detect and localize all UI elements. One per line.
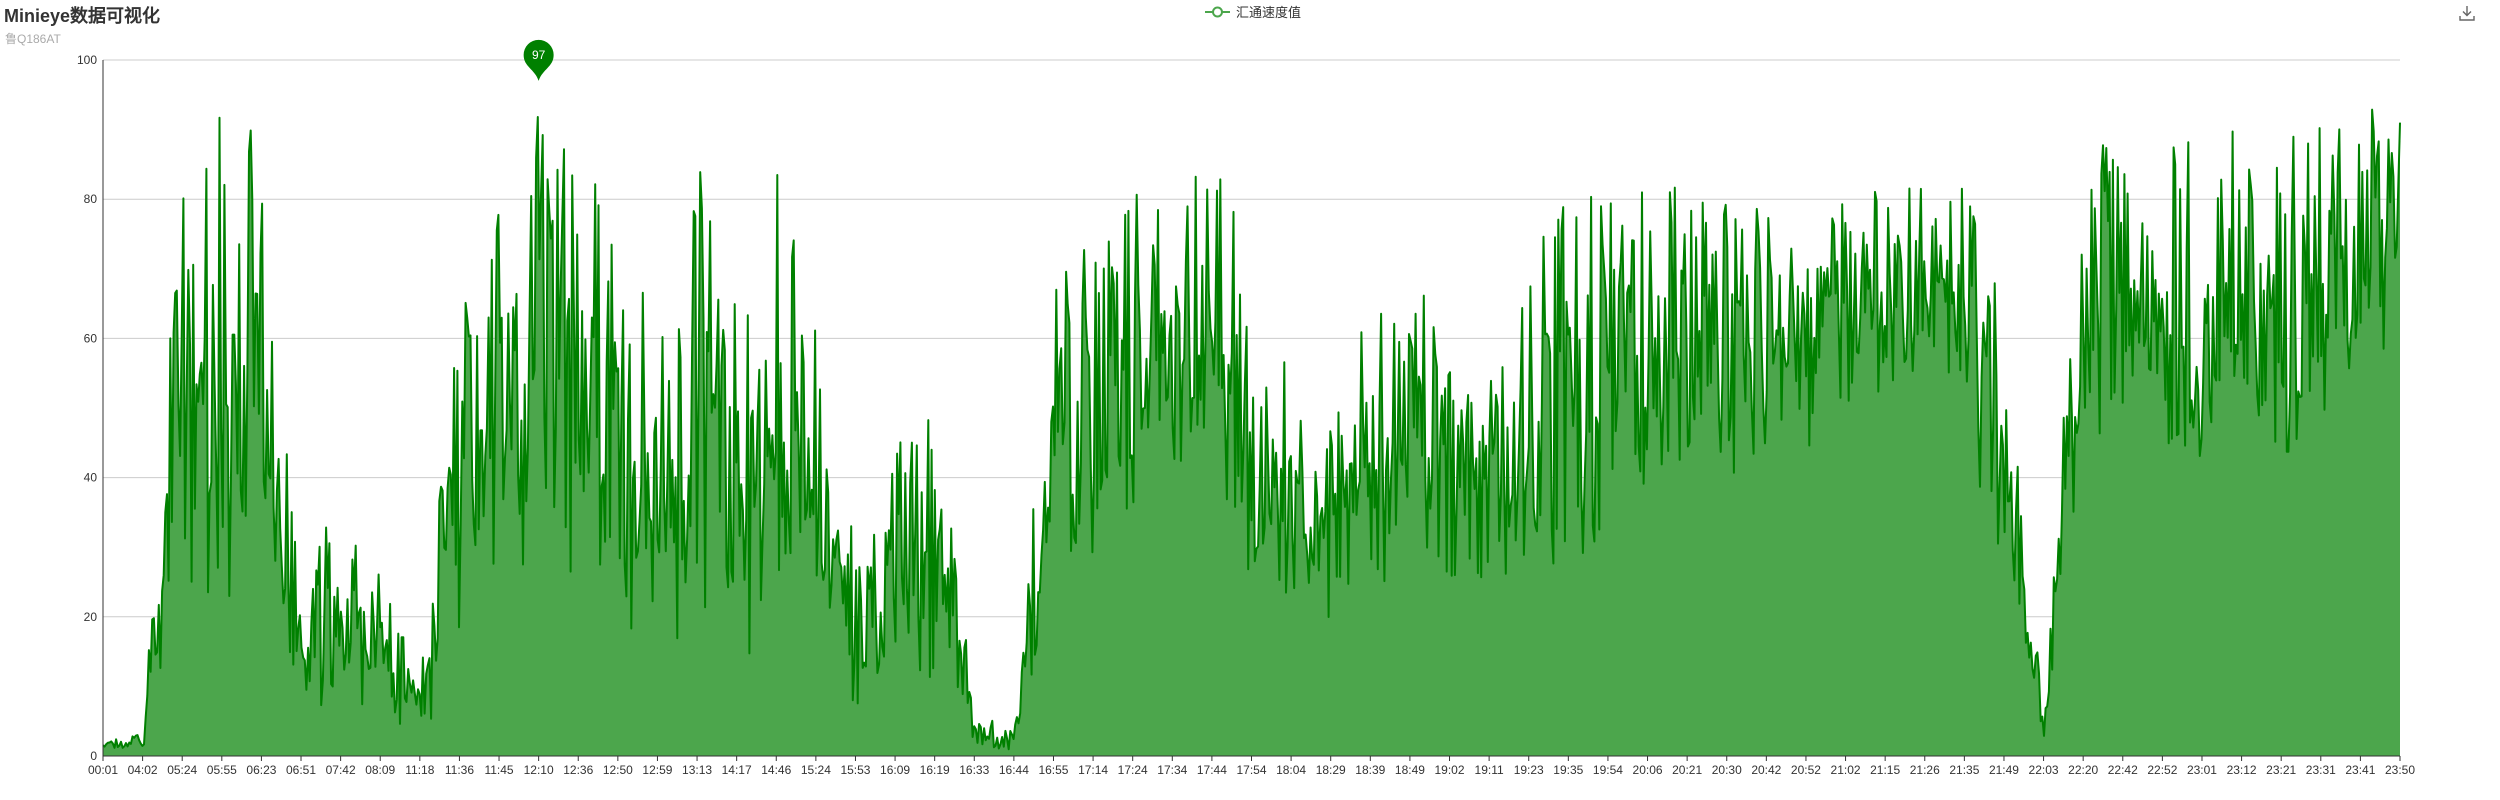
legend-item[interactable]: 汇通速度值 xyxy=(1205,2,1301,21)
x-tick-label: 17:54 xyxy=(1236,763,1266,777)
x-tick-label: 22:52 xyxy=(2147,763,2177,777)
x-tick-label: 19:23 xyxy=(1514,763,1544,777)
x-tick-label: 16:55 xyxy=(1038,763,1068,777)
x-tick-label: 18:29 xyxy=(1316,763,1346,777)
x-tick-label: 22:42 xyxy=(2108,763,2138,777)
x-tick-label: 15:24 xyxy=(801,763,831,777)
x-tick-label: 23:31 xyxy=(2306,763,2336,777)
y-tick-label: 80 xyxy=(84,192,98,206)
y-tick-label: 60 xyxy=(84,331,98,345)
chart-subtitle: 鲁Q186AT xyxy=(5,32,61,46)
x-tick-label: 06:23 xyxy=(246,763,276,777)
x-tick-label: 16:09 xyxy=(880,763,910,777)
x-tick-label: 17:24 xyxy=(1118,763,1148,777)
x-tick-label: 06:51 xyxy=(286,763,316,777)
y-tick-label: 40 xyxy=(84,471,98,485)
x-tick-label: 16:44 xyxy=(999,763,1029,777)
x-tick-label: 21:26 xyxy=(1910,763,1940,777)
series-line xyxy=(102,108,2401,751)
x-tick-label: 19:35 xyxy=(1553,763,1583,777)
x-tick-label: 15:53 xyxy=(840,763,870,777)
x-tick-label: 12:59 xyxy=(642,763,672,777)
x-tick-label: 17:44 xyxy=(1197,763,1227,777)
x-tick-label: 11:45 xyxy=(484,763,513,777)
x-tick-label: 19:54 xyxy=(1593,763,1623,777)
chart-title: Minieye数据可视化 xyxy=(4,6,161,26)
marker-layer: 97 xyxy=(523,39,554,81)
x-tick-label: 23:12 xyxy=(2227,763,2257,777)
x-tick-label: 21:49 xyxy=(1989,763,2019,777)
x-tick-label: 20:21 xyxy=(1672,763,1702,777)
area-layer xyxy=(102,108,2401,757)
x-tick-label: 14:46 xyxy=(761,763,791,777)
x-tick-label: 16:19 xyxy=(920,763,950,777)
y-tick-label: 20 xyxy=(84,610,98,624)
x-tick-label: 20:52 xyxy=(1791,763,1821,777)
x-tick-label: 05:55 xyxy=(207,763,237,777)
x-tick-label: 00:01 xyxy=(88,763,118,777)
legend-label: 汇通速度值 xyxy=(1236,5,1302,20)
x-tick-label: 12:10 xyxy=(524,763,554,777)
x-tick-label: 21:35 xyxy=(1949,763,1979,777)
max-value-marker[interactable] xyxy=(523,39,554,81)
legend-line-circle-icon xyxy=(1205,6,1230,17)
x-tick-label: 23:01 xyxy=(2187,763,2217,777)
x-tick-label: 11:18 xyxy=(405,763,434,777)
y-tick-label: 100 xyxy=(77,53,97,67)
x-tick-label: 17:34 xyxy=(1157,763,1187,777)
x-tick-label: 22:03 xyxy=(2029,763,2059,777)
x-tick-label: 18:39 xyxy=(1355,763,1385,777)
x-tick-label: 08:09 xyxy=(365,763,395,777)
x-tick-label: 16:33 xyxy=(959,763,989,777)
x-tick-label: 04:02 xyxy=(128,763,158,777)
x-tick-label: 19:11 xyxy=(1475,763,1504,777)
series-area xyxy=(103,109,2400,757)
x-tick-label: 05:24 xyxy=(167,763,197,777)
x-tick-label: 13:13 xyxy=(682,763,712,777)
axis-layer: 0 20 40 60 80 100 00:01 04:02 05:24 05:55 06:23 06:… xyxy=(77,53,2415,777)
x-tick-label: 12:36 xyxy=(563,763,593,777)
x-tick-label: 20:42 xyxy=(1751,763,1781,777)
x-tick-label: 14:17 xyxy=(722,763,752,777)
x-tick-label: 23:50 xyxy=(2385,763,2415,777)
x-tick-label: 18:04 xyxy=(1276,763,1306,777)
x-tick-label: 19:02 xyxy=(1435,763,1465,777)
download-button[interactable] xyxy=(2458,4,2476,27)
x-tick-label: 11:36 xyxy=(445,763,474,777)
x-tick-label: 07:42 xyxy=(326,763,356,777)
x-tick-label: 20:30 xyxy=(1712,763,1742,777)
x-tick-label: 21:02 xyxy=(1831,763,1861,777)
x-tick-label: 22:20 xyxy=(2068,763,2098,777)
x-tick-label: 23:21 xyxy=(2266,763,2296,777)
x-tick-label: 12:50 xyxy=(603,763,633,777)
x-tick-label: 18:49 xyxy=(1395,763,1425,777)
x-tick-label: 23:41 xyxy=(2345,763,2375,777)
x-tick-label: 21:15 xyxy=(1870,763,1900,777)
x-tick-label: 17:14 xyxy=(1078,763,1108,777)
download-icon xyxy=(2459,6,2475,21)
y-tick-label: 0 xyxy=(90,749,97,763)
max-value-label: 97 xyxy=(532,48,546,62)
x-tick-label: 20:06 xyxy=(1633,763,1663,777)
